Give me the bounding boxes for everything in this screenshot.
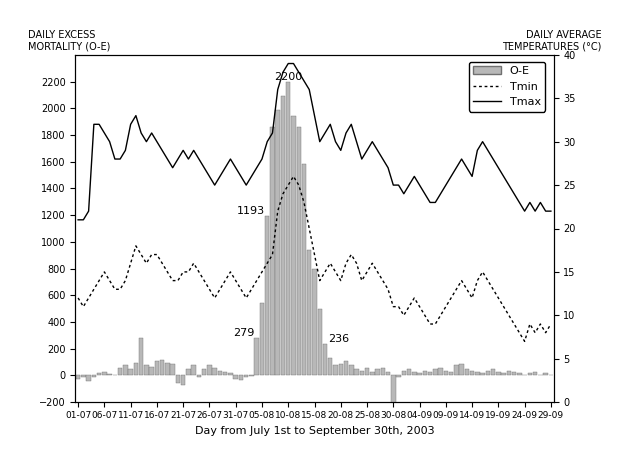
Bar: [401, 371, 406, 376]
Bar: [239, 376, 243, 380]
Bar: [228, 373, 233, 376]
Bar: [175, 376, 180, 383]
Bar: [538, 375, 543, 376]
Bar: [108, 374, 112, 376]
Bar: [543, 373, 548, 376]
Bar: [376, 369, 380, 376]
Bar: [123, 366, 128, 376]
Bar: [491, 369, 496, 376]
Bar: [165, 363, 170, 376]
Bar: [465, 369, 469, 376]
Bar: [113, 375, 117, 376]
Bar: [470, 371, 474, 376]
Bar: [286, 81, 291, 376]
Bar: [433, 369, 438, 376]
Bar: [213, 368, 217, 376]
Bar: [144, 366, 148, 376]
Bar: [186, 369, 191, 376]
Bar: [512, 372, 516, 376]
Bar: [102, 372, 106, 376]
Bar: [454, 366, 459, 376]
Bar: [270, 127, 275, 376]
Bar: [207, 366, 212, 376]
Bar: [202, 369, 206, 376]
Bar: [417, 373, 422, 376]
Bar: [333, 366, 338, 376]
Bar: [459, 364, 464, 376]
Bar: [449, 372, 454, 376]
Bar: [76, 376, 81, 379]
Bar: [128, 369, 133, 376]
Bar: [155, 361, 159, 376]
Legend: O-E, Tmin, Tmax: O-E, Tmin, Tmax: [469, 62, 545, 112]
Bar: [133, 363, 138, 376]
Bar: [533, 372, 537, 376]
Bar: [160, 360, 164, 376]
Bar: [338, 364, 343, 376]
Bar: [396, 376, 401, 377]
Bar: [260, 303, 264, 376]
Text: DAILY EXCESS
MORTALITY (O-E): DAILY EXCESS MORTALITY (O-E): [28, 30, 110, 51]
Bar: [118, 368, 123, 376]
Bar: [412, 372, 416, 376]
Bar: [150, 367, 154, 376]
Bar: [244, 376, 248, 377]
Bar: [486, 371, 490, 376]
Bar: [349, 366, 353, 376]
Bar: [354, 369, 359, 376]
Bar: [233, 376, 238, 379]
Bar: [517, 373, 521, 376]
Bar: [523, 375, 527, 376]
Bar: [191, 366, 196, 376]
Bar: [386, 372, 390, 376]
Bar: [481, 373, 485, 376]
X-axis label: Day from July 1st to September 30th, 2003: Day from July 1st to September 30th, 200…: [195, 426, 434, 436]
Bar: [312, 269, 317, 376]
Bar: [181, 376, 186, 385]
Bar: [423, 371, 427, 376]
Bar: [223, 372, 228, 376]
Bar: [438, 368, 443, 376]
Bar: [360, 371, 364, 376]
Bar: [218, 371, 222, 376]
Bar: [370, 372, 374, 376]
Bar: [443, 371, 448, 376]
Text: 236: 236: [328, 334, 348, 344]
Bar: [170, 364, 175, 376]
Bar: [391, 376, 396, 409]
Bar: [86, 376, 91, 381]
Bar: [381, 368, 385, 376]
Bar: [548, 375, 553, 376]
Bar: [92, 376, 96, 377]
Bar: [365, 368, 369, 376]
Bar: [407, 369, 411, 376]
Bar: [97, 373, 101, 376]
Bar: [428, 372, 432, 376]
Text: 279: 279: [233, 328, 254, 338]
Bar: [291, 116, 296, 376]
Bar: [496, 372, 501, 376]
Text: 2200: 2200: [274, 72, 303, 81]
Bar: [501, 373, 506, 376]
Bar: [307, 250, 311, 376]
Bar: [281, 96, 285, 376]
Bar: [323, 344, 327, 376]
Bar: [265, 216, 269, 376]
Bar: [81, 376, 86, 377]
Bar: [506, 371, 511, 376]
Text: DAILY AVERAGE
TEMPERATURES (°C): DAILY AVERAGE TEMPERATURES (°C): [502, 30, 601, 51]
Bar: [318, 308, 322, 376]
Bar: [197, 376, 201, 377]
Bar: [328, 358, 333, 376]
Bar: [475, 372, 479, 376]
Bar: [255, 338, 259, 376]
Text: 1193: 1193: [237, 206, 265, 216]
Bar: [344, 361, 348, 376]
Bar: [528, 373, 532, 376]
Bar: [139, 338, 143, 376]
Bar: [296, 127, 301, 376]
Bar: [276, 110, 280, 376]
Bar: [302, 165, 306, 376]
